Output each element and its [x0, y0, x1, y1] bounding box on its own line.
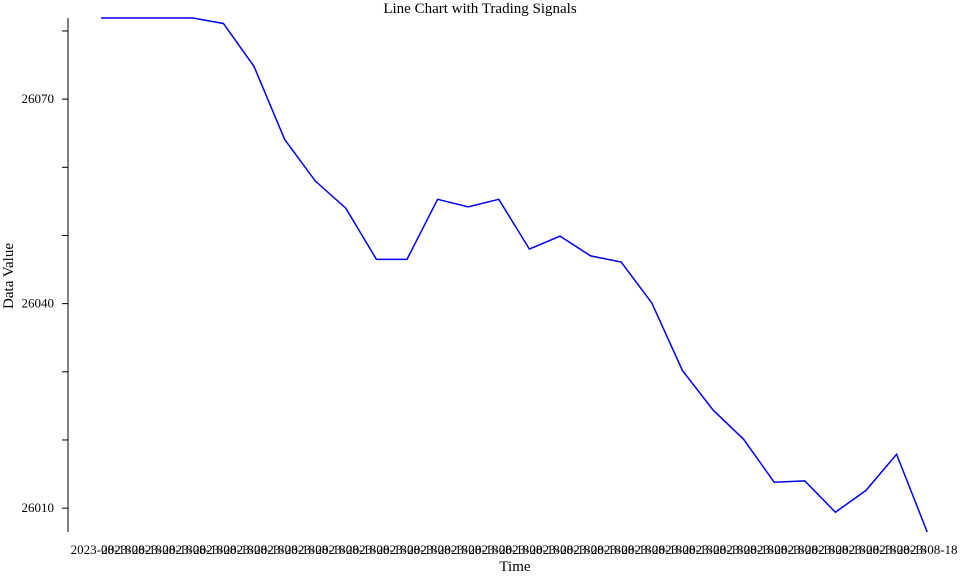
x-tick-label: 2023-08-18: [774, 542, 835, 557]
x-tick-label: 2023-08-18: [224, 542, 285, 557]
x-tick-label: 2023-08-18: [285, 542, 346, 557]
x-tick-label: 2023-08-18: [407, 542, 468, 557]
x-tick-label: 2023-08-18: [560, 542, 621, 557]
x-axis-label: Time: [499, 559, 530, 575]
x-tick-label: 2023-08-18: [346, 542, 407, 557]
x-tick-label: 2023-08-18: [315, 542, 376, 557]
x-tick-label: 2023-08-18: [132, 542, 193, 557]
x-tick-label: 2023-08-18: [193, 542, 254, 557]
x-tick-label: 2023-08-18: [438, 542, 499, 557]
x-tick-label: 2023-08-18: [254, 542, 315, 557]
x-tick-label: 2023-08-18: [897, 542, 958, 557]
y-tick-label: 26070: [22, 91, 55, 106]
x-tick-label: 2023-08-18: [713, 542, 774, 557]
x-tick-label: 2023-08-18: [744, 542, 805, 557]
x-tick-label: 2023-08-18: [621, 542, 682, 557]
y-tick-label: 26040: [22, 296, 55, 311]
x-tick-label: 2023-08-18: [683, 542, 744, 557]
x-tick-label: 2023-08-18: [805, 542, 866, 557]
x-tick-label: 2023-08-18: [377, 542, 438, 557]
x-tick-label: 2023-08-18: [530, 542, 591, 557]
x-tick-label: 2023-08-18: [162, 542, 223, 557]
data-line: [101, 17, 928, 533]
chart-title: Line Chart with Trading Signals: [383, 1, 577, 17]
y-axis-label: Data Value: [1, 243, 17, 309]
x-tick-label: 2023-08-18: [499, 542, 560, 557]
x-tick-label: 2023-08-18: [71, 542, 132, 557]
x-tick-label: 2023-08-18: [468, 542, 529, 557]
x-tick-label: 2023-08-18: [652, 542, 713, 557]
x-tick-label: 2023-08-18: [836, 542, 897, 557]
x-tick-label: 2023-08-18: [591, 542, 652, 557]
x-tick-label: 2023-08-18: [101, 542, 162, 557]
x-tick-label: 2023-08-18: [866, 542, 927, 557]
y-tick-label: 26010: [22, 500, 55, 515]
